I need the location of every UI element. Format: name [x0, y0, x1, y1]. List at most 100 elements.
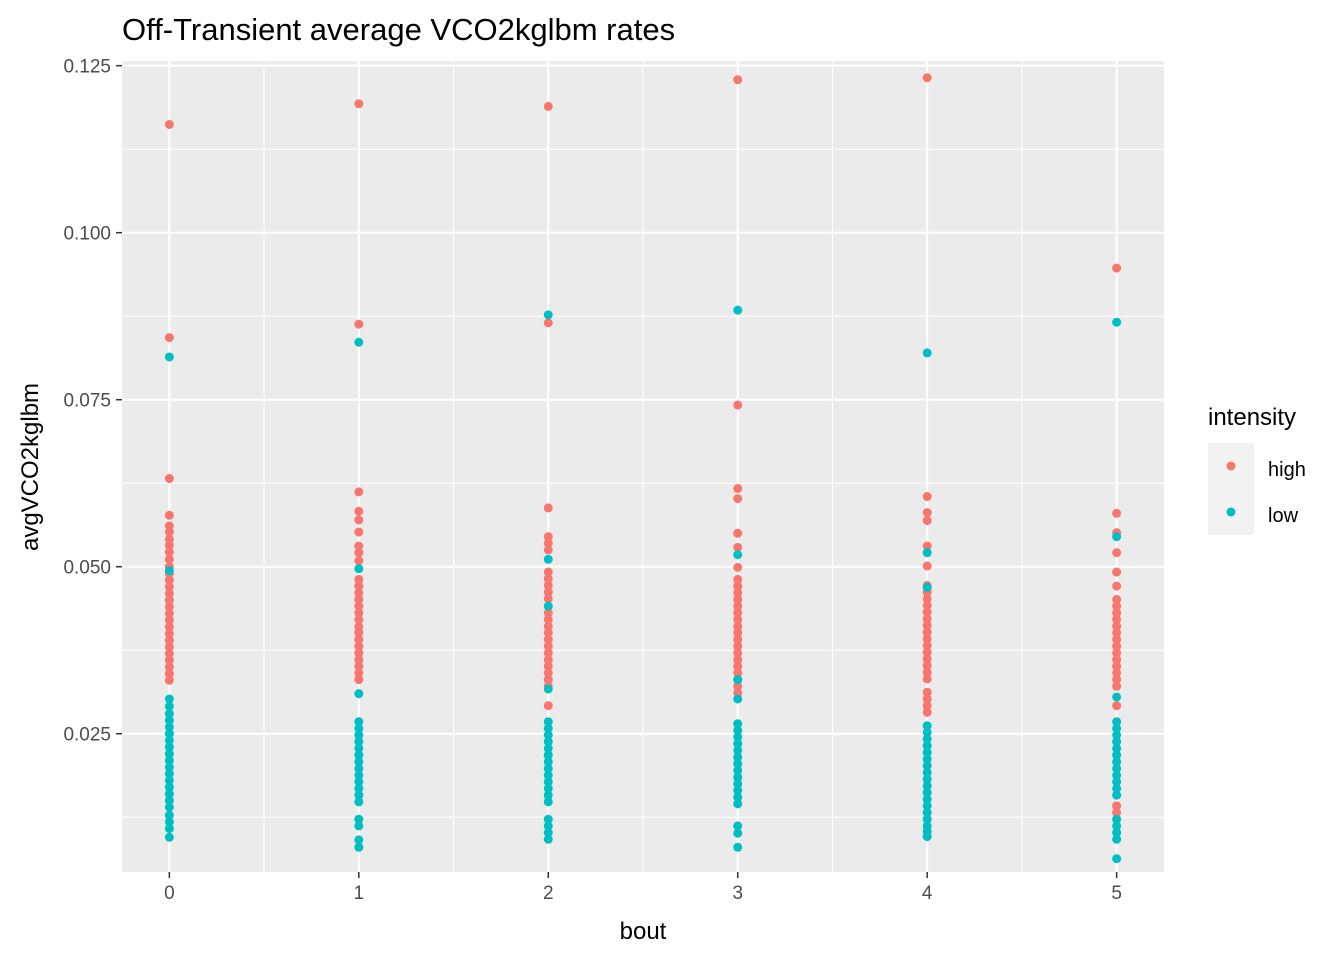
data-point-high	[164, 582, 174, 592]
data-point-low	[164, 352, 174, 362]
x-tick-label: 5	[1111, 883, 1122, 904]
data-point-low	[1112, 737, 1122, 747]
data-point-low	[1112, 743, 1122, 753]
data-point-low	[354, 814, 364, 824]
data-point-high	[543, 503, 553, 513]
data-point-low	[922, 747, 932, 757]
data-point-high	[354, 635, 364, 645]
data-point-high	[164, 119, 174, 129]
data-point-low	[733, 759, 743, 769]
minor-gridlines	[122, 61, 1164, 872]
data-point-high	[354, 641, 364, 651]
data-point-high	[543, 628, 553, 638]
data-point-high	[1112, 641, 1122, 651]
data-point-high	[354, 527, 364, 537]
data-point-low	[733, 765, 743, 775]
data-point-high	[164, 622, 174, 632]
data-point-high	[164, 602, 174, 612]
data-point-high	[1112, 675, 1122, 685]
data-point-high	[733, 75, 743, 85]
data-point-high	[164, 510, 174, 520]
data-point-low	[354, 777, 364, 787]
data-point-low	[922, 348, 932, 358]
data-point-high	[164, 642, 174, 652]
data-point-low	[354, 730, 364, 740]
data-point-low	[354, 737, 364, 747]
data-point-low	[543, 797, 553, 807]
data-point-high	[354, 541, 364, 551]
data-point-low	[733, 719, 743, 729]
data-point-low	[354, 337, 364, 347]
x-axis: 0 1 2 3 4 5	[164, 872, 1122, 904]
data-point-low	[733, 779, 743, 789]
data-point-high	[543, 655, 553, 665]
data-point-high	[922, 600, 932, 610]
data-point-low	[543, 743, 553, 753]
data-point-low	[922, 801, 932, 811]
data-point-low	[354, 783, 364, 793]
legend: intensity high low	[1208, 404, 1306, 535]
data-point-low	[543, 777, 553, 787]
data-point-low	[164, 701, 174, 711]
data-point-low	[733, 745, 743, 755]
data-point-high	[1112, 608, 1122, 618]
data-point-high	[164, 554, 174, 564]
data-point-high	[733, 574, 743, 584]
data-point-low	[922, 548, 932, 558]
data-point-low	[922, 727, 932, 737]
data-point-high	[733, 581, 743, 591]
data-point-low	[922, 741, 932, 751]
legend-key-low	[1226, 507, 1236, 517]
data-point-high	[922, 627, 932, 637]
data-point-high	[1112, 681, 1122, 691]
data-point-low	[733, 732, 743, 742]
data-point-high	[922, 707, 932, 717]
data-point-high	[354, 556, 364, 566]
data-points	[164, 73, 1122, 864]
data-point-high	[922, 641, 932, 651]
data-point-low	[354, 770, 364, 780]
data-point-high	[733, 621, 743, 631]
data-point-low	[354, 564, 364, 574]
data-point-low	[733, 675, 743, 685]
data-point-low	[543, 790, 553, 800]
data-point-low	[543, 717, 553, 727]
data-point-low	[164, 749, 174, 759]
data-point-low	[164, 769, 174, 779]
x-tick-label: 0	[164, 883, 175, 904]
data-point-low	[164, 789, 174, 799]
data-point-low	[543, 554, 553, 564]
data-point-low	[543, 834, 553, 844]
data-point-high	[1112, 548, 1122, 558]
data-point-high	[1112, 621, 1122, 631]
data-point-low	[543, 821, 553, 831]
data-point-high	[733, 668, 743, 678]
data-point-high	[1112, 508, 1122, 518]
data-point-high	[354, 655, 364, 665]
data-point-high	[354, 515, 364, 525]
data-point-high	[164, 615, 174, 625]
data-point-high	[164, 575, 174, 585]
data-point-high	[1112, 808, 1122, 818]
data-point-low	[733, 792, 743, 802]
data-point-high	[164, 649, 174, 659]
data-point-low	[164, 566, 174, 576]
data-point-low	[164, 832, 174, 842]
data-point-low	[354, 757, 364, 767]
y-tick-label: 0.050	[63, 558, 111, 579]
data-point-high	[164, 527, 174, 537]
data-point-low	[922, 788, 932, 798]
data-point-high	[1112, 668, 1122, 678]
data-point-high	[922, 516, 932, 526]
data-point-low	[1112, 750, 1122, 760]
data-point-high	[354, 99, 364, 109]
data-point-low	[164, 729, 174, 739]
data-point-high	[543, 648, 553, 658]
data-point-high	[543, 318, 553, 328]
data-point-high	[733, 628, 743, 638]
data-point-high	[164, 588, 174, 598]
data-point-low	[543, 750, 553, 760]
data-point-low	[354, 790, 364, 800]
data-point-high	[354, 548, 364, 558]
data-point-high	[1112, 594, 1122, 604]
